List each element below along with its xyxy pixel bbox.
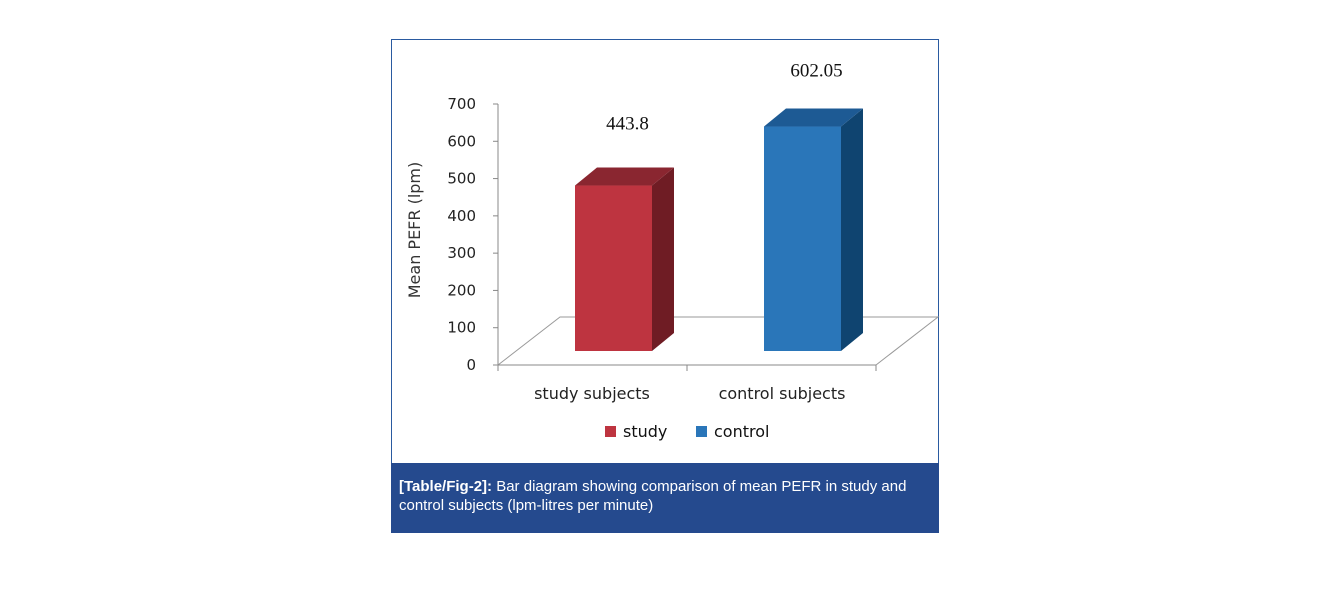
y-tick-label: 100 [447, 319, 476, 337]
y-tick-label: 200 [447, 281, 476, 299]
figure-frame: 0 100 200 300 400 500 600 700 443.8 study subjec… [391, 39, 940, 533]
caption-label: [Table/Fig-2]: [399, 478, 493, 495]
y-tick-label: 500 [447, 170, 476, 188]
y-tick-label: 400 [447, 207, 476, 225]
bars-layer [575, 108, 863, 351]
bar-top [575, 167, 674, 186]
bar-chart: 0 100 200 300 400 500 600 700 443.8 study subjec… [405, 61, 940, 441]
bar-side [841, 108, 863, 351]
x-category-label: study subjects [534, 384, 650, 403]
legend-swatch-study [605, 426, 616, 437]
bar-front [575, 185, 652, 351]
bar-study-subjects [575, 167, 674, 351]
bar-side [652, 167, 674, 351]
chart-floor [496, 316, 940, 371]
labels-layer: 443.8 study subjects 602.05 control subject… [534, 61, 845, 403]
caption-text: Bar diagram showing comparison of mean P… [399, 478, 907, 514]
bar-control-subjects [764, 108, 863, 351]
y-tick-label: 0 [466, 356, 476, 374]
legend-label-study: study [623, 422, 667, 441]
y-tick-label: 600 [447, 132, 476, 150]
chart-floor-plane [496, 316, 940, 366]
bar-front [764, 126, 841, 351]
x-category-label: control subjects [719, 384, 846, 403]
data-label: 602.05 [790, 61, 842, 82]
axis-layer: 0 100 200 300 400 500 600 700 [447, 95, 499, 374]
y-tick-label: 300 [447, 244, 476, 262]
bar-top [764, 108, 863, 127]
y-tick-label: 700 [447, 95, 476, 113]
legend: study control [605, 422, 769, 441]
y-axis-label: Mean PEFR (lpm) [405, 162, 424, 299]
legend-swatch-control [696, 426, 707, 437]
data-label: 443.8 [606, 114, 649, 135]
figure-caption: [Table/Fig-2]: Bar diagram showing compa… [391, 463, 939, 533]
legend-label-control: control [714, 422, 769, 441]
